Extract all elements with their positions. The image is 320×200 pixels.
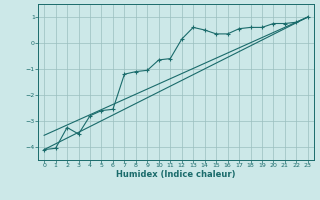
X-axis label: Humidex (Indice chaleur): Humidex (Indice chaleur) bbox=[116, 170, 236, 179]
